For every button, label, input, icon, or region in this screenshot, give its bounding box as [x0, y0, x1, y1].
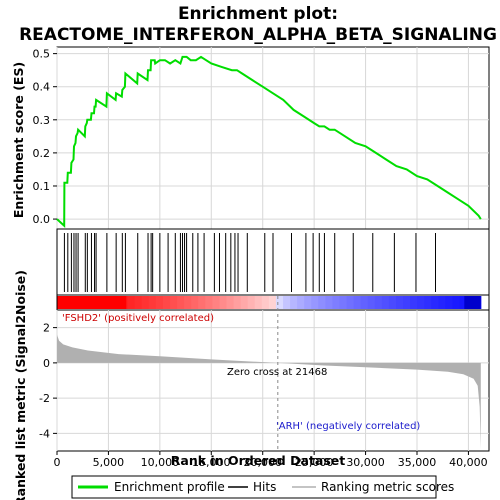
- enrichment-profile-line: [56, 55, 482, 228]
- color-bar-segment: [403, 296, 411, 309]
- es-tick-label: 0.0: [33, 213, 51, 226]
- color-bar-segment: [431, 296, 439, 309]
- color-bar-segment: [162, 296, 171, 309]
- color-bar-segment: [381, 296, 390, 309]
- color-bar-segment: [261, 296, 270, 309]
- ranking-color-bar: [57, 296, 482, 309]
- color-bar-segment: [459, 296, 468, 309]
- es-y-ticks: 0.0 0.1 0.2 0.3 0.4 0.5: [33, 48, 57, 226]
- color-bar-segment: [170, 296, 178, 309]
- color-bar-segment: [438, 296, 447, 309]
- color-bar-segment: [254, 296, 263, 309]
- x-tick-label: 40,000: [449, 456, 488, 469]
- metric-panel-frame: [56, 309, 490, 452]
- color-bar-segment: [205, 296, 213, 309]
- x-tick-label: 5,000: [93, 456, 125, 469]
- x-axis-label: Rank in Ordered Dataset: [171, 453, 345, 468]
- x-tick-label: 20,000: [243, 456, 282, 469]
- color-bar-segment: [134, 296, 143, 309]
- color-bar-segment: [127, 296, 136, 309]
- color-bar-segment: [325, 296, 334, 309]
- color-bar-segment: [388, 296, 397, 309]
- color-bar-segment: [141, 296, 150, 309]
- color-bar-segment: [283, 296, 291, 309]
- color-bar-segment: [275, 296, 284, 309]
- color-bar-segment: [410, 296, 418, 309]
- color-bar-segment: [198, 296, 206, 309]
- color-bar-segment: [184, 296, 192, 309]
- color-bar-segment: [417, 296, 425, 309]
- x-tick-label: 0: [54, 456, 61, 469]
- color-bar-segment: [155, 296, 164, 309]
- color-bar-segment: [445, 296, 454, 309]
- hits-marks: [63, 233, 437, 292]
- color-bar-segment: [353, 296, 362, 309]
- positive-correlation-label: 'FSHD2' (positively correlated): [62, 313, 214, 324]
- color-bar-segment: [290, 296, 298, 309]
- x-tick-label: 35,000: [398, 456, 437, 469]
- color-bar-segment: [226, 296, 235, 309]
- color-bar-segment: [346, 296, 355, 309]
- legend-label-hits: Hits: [253, 480, 276, 494]
- chart-title-line2: REACTOME_INTERFERON_ALPHA_BETA_SIGNALING: [19, 25, 497, 45]
- es-tick-label: 0.3: [33, 114, 51, 127]
- x-tick-label: 30,000: [346, 456, 385, 469]
- es-tick-label: 0.1: [33, 180, 51, 193]
- es-tick-label: 0.4: [33, 81, 51, 94]
- color-bar-segment: [360, 296, 369, 309]
- color-bar-segment: [424, 296, 432, 309]
- color-bar-segment: [219, 296, 228, 309]
- color-bar-segment: [311, 296, 319, 309]
- color-bar-segment: [212, 296, 221, 309]
- color-bar-segment: [332, 296, 341, 309]
- color-bar-segment: [304, 296, 312, 309]
- color-bar-segment: [374, 296, 383, 309]
- color-bar-segment: [367, 296, 376, 309]
- es-panel-frame: [56, 46, 490, 230]
- es-tick-label: 0.5: [33, 48, 51, 61]
- color-bar-segment: [268, 296, 277, 309]
- x-axis-ticks: 0 5,000 10,000 15,000 20,000 25,000 30,000 35,0…: [54, 451, 488, 469]
- legend-label-metric: Ranking metric scores: [321, 480, 454, 494]
- ranking-metric-area: [57, 334, 481, 450]
- metric-y-ticks: -4 -2 0 2: [39, 322, 57, 440]
- chart-title-line1: Enrichment plot:: [178, 4, 338, 24]
- zero-cross-label: Zero cross at 21468: [227, 367, 327, 378]
- metric-tick-label: -2: [39, 392, 50, 405]
- es-tick-label: 0.2: [33, 147, 51, 160]
- color-bar-segment: [318, 296, 326, 309]
- color-bar-segment: [339, 296, 348, 309]
- x-tick-label: 25,000: [295, 456, 334, 469]
- color-bar-segment: [233, 296, 242, 309]
- metric-tick-label: 2: [43, 322, 50, 335]
- negative-correlation-label: 'ARH' (negatively correlated): [276, 421, 420, 432]
- color-bar-segment: [240, 296, 249, 309]
- metric-y-axis-label: Ranked list metric (Signal2Noise): [13, 270, 28, 500]
- metric-tick-label: -4: [39, 427, 50, 440]
- color-bar-segment: [396, 296, 404, 309]
- color-bar-segment: [57, 296, 127, 309]
- x-tick-label: 10,000: [141, 456, 180, 469]
- color-bar-segment: [247, 296, 256, 309]
- color-bar-segment: [191, 296, 199, 309]
- metric-tick-label: 0: [43, 357, 50, 370]
- legend-box: [71, 475, 437, 499]
- color-bar-segment: [452, 296, 461, 309]
- x-tick-label: 15,000: [192, 456, 231, 469]
- es-y-axis-label: Enrichment score (ES): [11, 62, 26, 218]
- color-bar-segment: [177, 296, 185, 309]
- color-bar-segment: [297, 296, 305, 309]
- color-bar-segment: [148, 296, 157, 309]
- legend-label-enrichment: Enrichment profile: [114, 480, 225, 494]
- es-panel-grid: [56, 47, 489, 229]
- color-bar-segment: [464, 296, 481, 309]
